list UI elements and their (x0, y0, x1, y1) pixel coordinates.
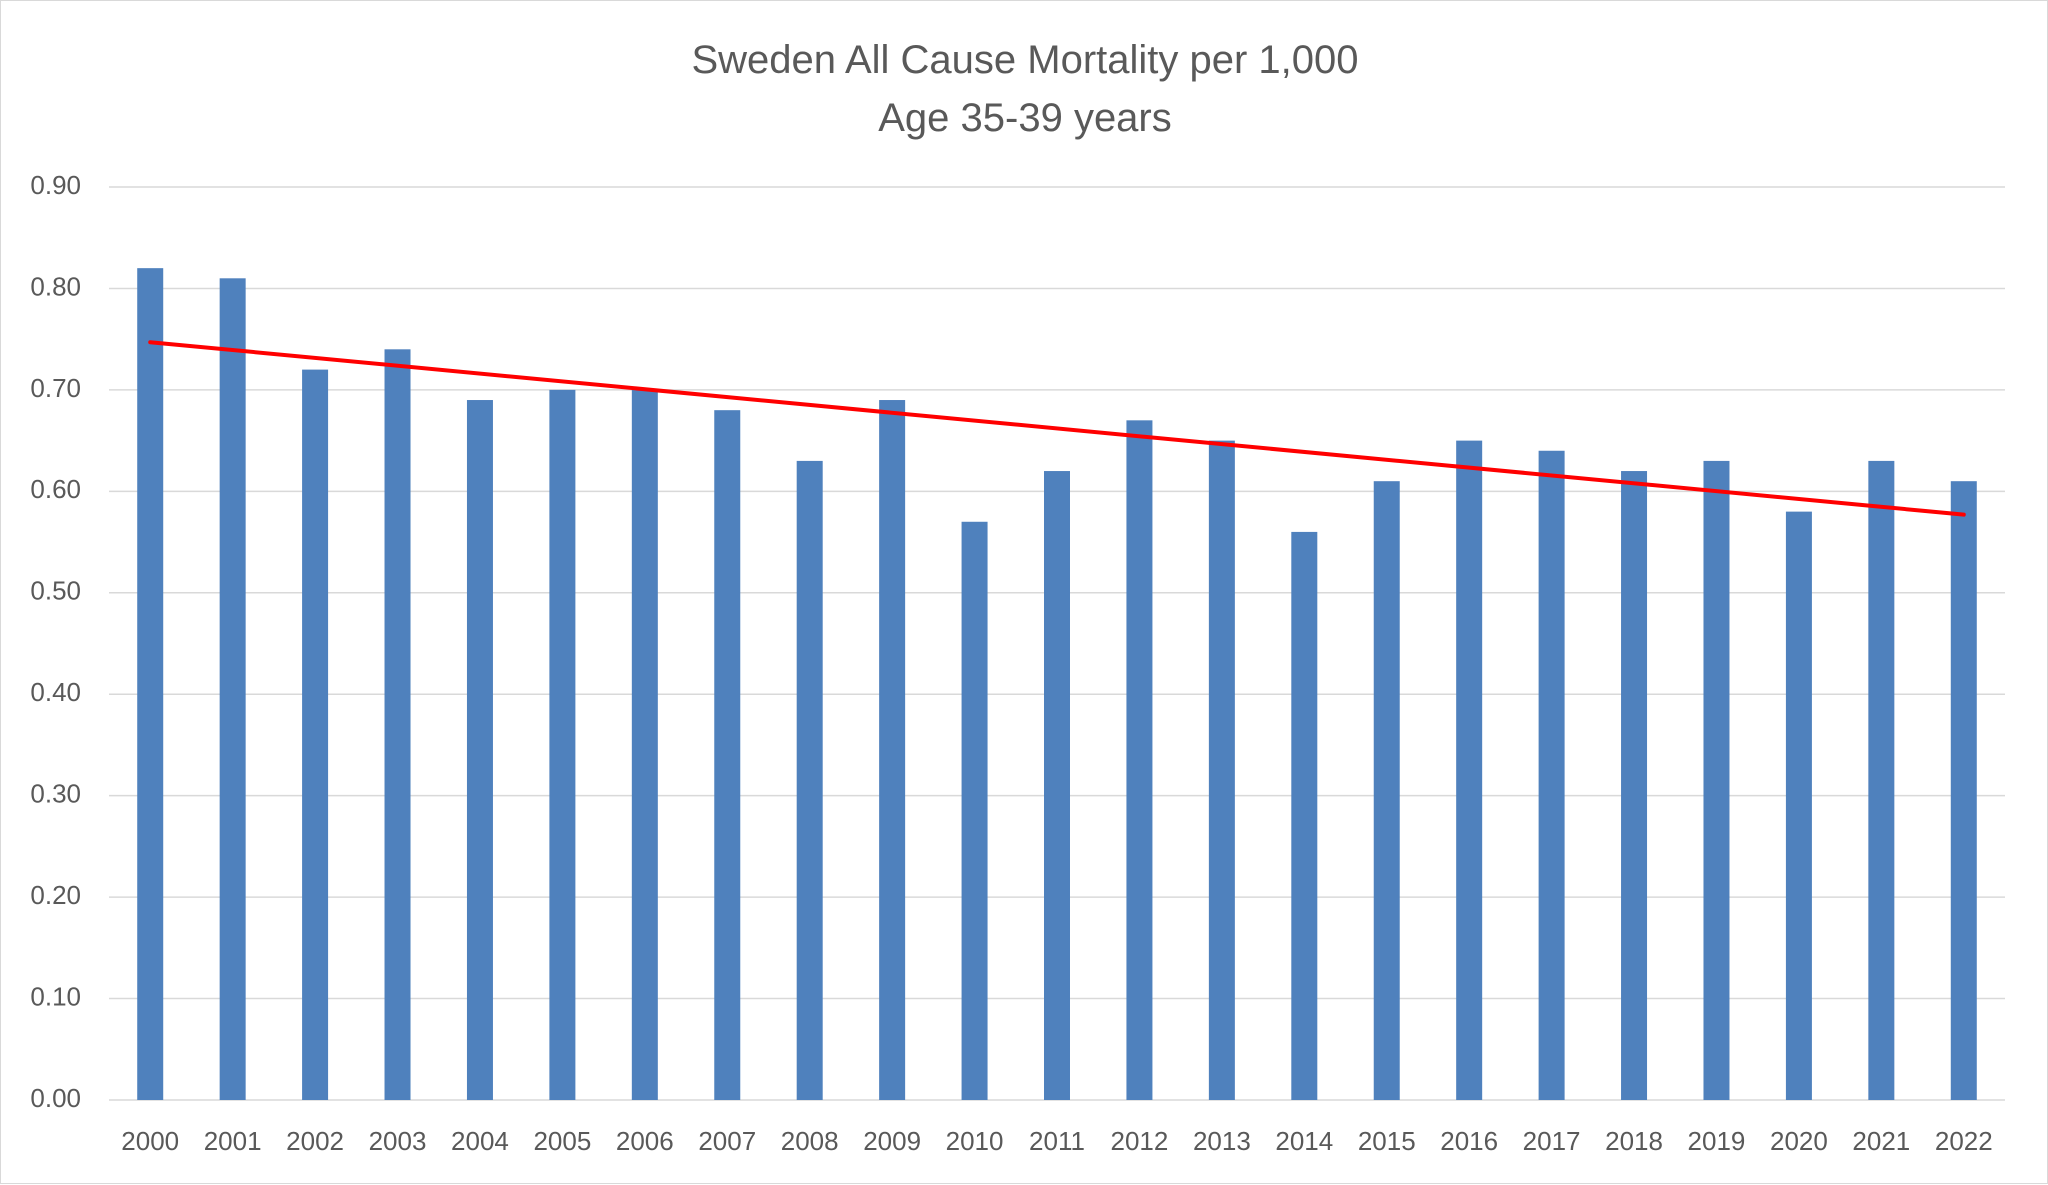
x-tick-label: 2013 (1193, 1126, 1251, 1156)
bar (137, 268, 164, 1101)
bars (137, 268, 1977, 1101)
bar (961, 521, 988, 1100)
x-tick-label: 2006 (616, 1126, 674, 1156)
bar (1208, 440, 1235, 1101)
x-tick-label: 2005 (533, 1126, 591, 1156)
x-tick-label: 2014 (1275, 1126, 1333, 1156)
bar (1044, 471, 1070, 1100)
bar (1456, 440, 1483, 1101)
bar (1703, 460, 1730, 1100)
bar (1868, 460, 1895, 1100)
x-tick-label: 2017 (1523, 1126, 1581, 1156)
x-tick-label: 2009 (863, 1126, 921, 1156)
y-tick-label: 0.50 (30, 576, 81, 606)
x-tick-label: 2020 (1770, 1126, 1828, 1156)
x-tick-label: 2022 (1935, 1126, 1993, 1156)
bar (1126, 420, 1153, 1100)
x-tick-label: 2021 (1852, 1126, 1910, 1156)
x-tick-label: 2008 (781, 1126, 839, 1156)
x-tick-label: 2011 (1029, 1126, 1085, 1156)
x-tick-label: 2019 (1688, 1126, 1746, 1156)
x-axis-ticks: 2000 2001 2002 2003 2004 2005 2006 2007 2008 2009… (121, 1126, 1992, 1156)
bar (1538, 450, 1565, 1100)
y-tick-label: 0.00 (30, 1083, 81, 1113)
bar (384, 349, 411, 1100)
y-tick-label: 0.70 (30, 373, 81, 403)
y-tick-label: 0.20 (30, 880, 81, 910)
bar (1291, 531, 1318, 1100)
bar (466, 400, 493, 1100)
bar (1621, 471, 1648, 1100)
bar (879, 400, 906, 1100)
x-tick-label: 2002 (286, 1126, 344, 1156)
bar (1785, 511, 1812, 1101)
chart-subtitle: Age 35-39 years (878, 96, 1172, 140)
x-tick-label: 2018 (1605, 1126, 1663, 1156)
y-tick-label: 0.60 (30, 474, 81, 504)
y-tick-label: 0.80 (30, 271, 81, 301)
chart-title: Sweden All Cause Mortality per 1,000 (691, 38, 1358, 82)
y-tick-label: 0.30 (30, 779, 81, 809)
y-axis-ticks: 0.00 0.10 0.20 0.30 0.40 0.50 0.60 0.70 0.80 0.90 (30, 170, 81, 1113)
x-tick-label: 2016 (1440, 1126, 1498, 1156)
x-tick-label: 2003 (369, 1126, 427, 1156)
x-tick-label: 2000 (121, 1126, 179, 1156)
bar (219, 278, 246, 1100)
x-tick-label: 2012 (1111, 1126, 1169, 1156)
bar (631, 389, 658, 1100)
x-tick-label: 2001 (204, 1126, 262, 1156)
y-tick-label: 0.90 (30, 170, 81, 200)
x-tick-label: 2015 (1358, 1126, 1416, 1156)
bar (549, 389, 576, 1100)
trendline (148, 340, 1966, 517)
bar (1950, 481, 1977, 1100)
trendline-layer (148, 340, 1966, 517)
x-tick-label: 2010 (946, 1126, 1004, 1156)
x-tick-label: 2007 (698, 1126, 756, 1156)
x-tick-label: 2004 (451, 1126, 509, 1156)
y-tick-label: 0.40 (30, 677, 81, 707)
bar (796, 460, 823, 1100)
y-tick-label: 0.10 (30, 981, 81, 1011)
bar (714, 410, 741, 1101)
bar (1373, 481, 1400, 1100)
bar (302, 369, 329, 1101)
